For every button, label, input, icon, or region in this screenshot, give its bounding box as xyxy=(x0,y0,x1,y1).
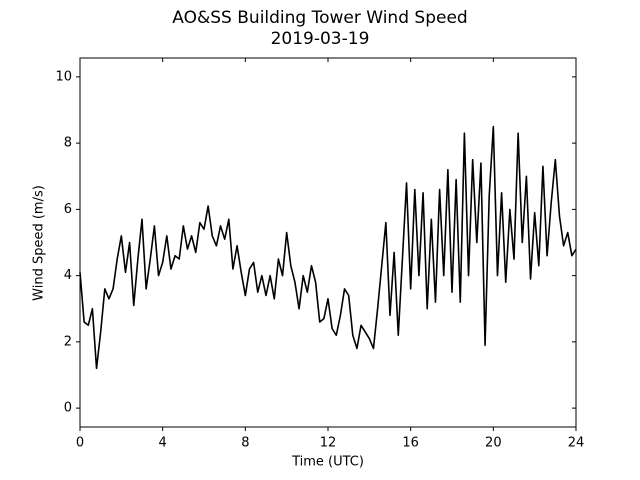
x-tick-label: 24 xyxy=(568,436,585,451)
y-tick-label: 0 xyxy=(64,401,72,416)
x-tick-label: 0 xyxy=(76,436,84,451)
y-tick-label: 6 xyxy=(64,202,72,217)
x-tick-label: 8 xyxy=(241,436,249,451)
x-tick-label: 12 xyxy=(320,436,337,451)
x-axis-label: Time (UTC) xyxy=(291,455,364,470)
plot-frame xyxy=(79,57,577,428)
x-tick-label: 20 xyxy=(485,436,502,451)
y-axis-label: Wind Speed (m/s) xyxy=(32,185,47,301)
x-tick-label: 16 xyxy=(402,436,419,451)
y-tick-label: 10 xyxy=(55,69,72,84)
y-tick-label: 4 xyxy=(64,268,72,283)
chart-subtitle: 2019-03-19 xyxy=(271,29,370,49)
chart-title: AO&SS Building Tower Wind Speed xyxy=(172,8,467,28)
y-tick-label: 8 xyxy=(64,136,72,151)
y-tick-label: 2 xyxy=(64,334,72,349)
x-tick-label: 4 xyxy=(159,436,167,451)
data-line xyxy=(79,125,577,370)
